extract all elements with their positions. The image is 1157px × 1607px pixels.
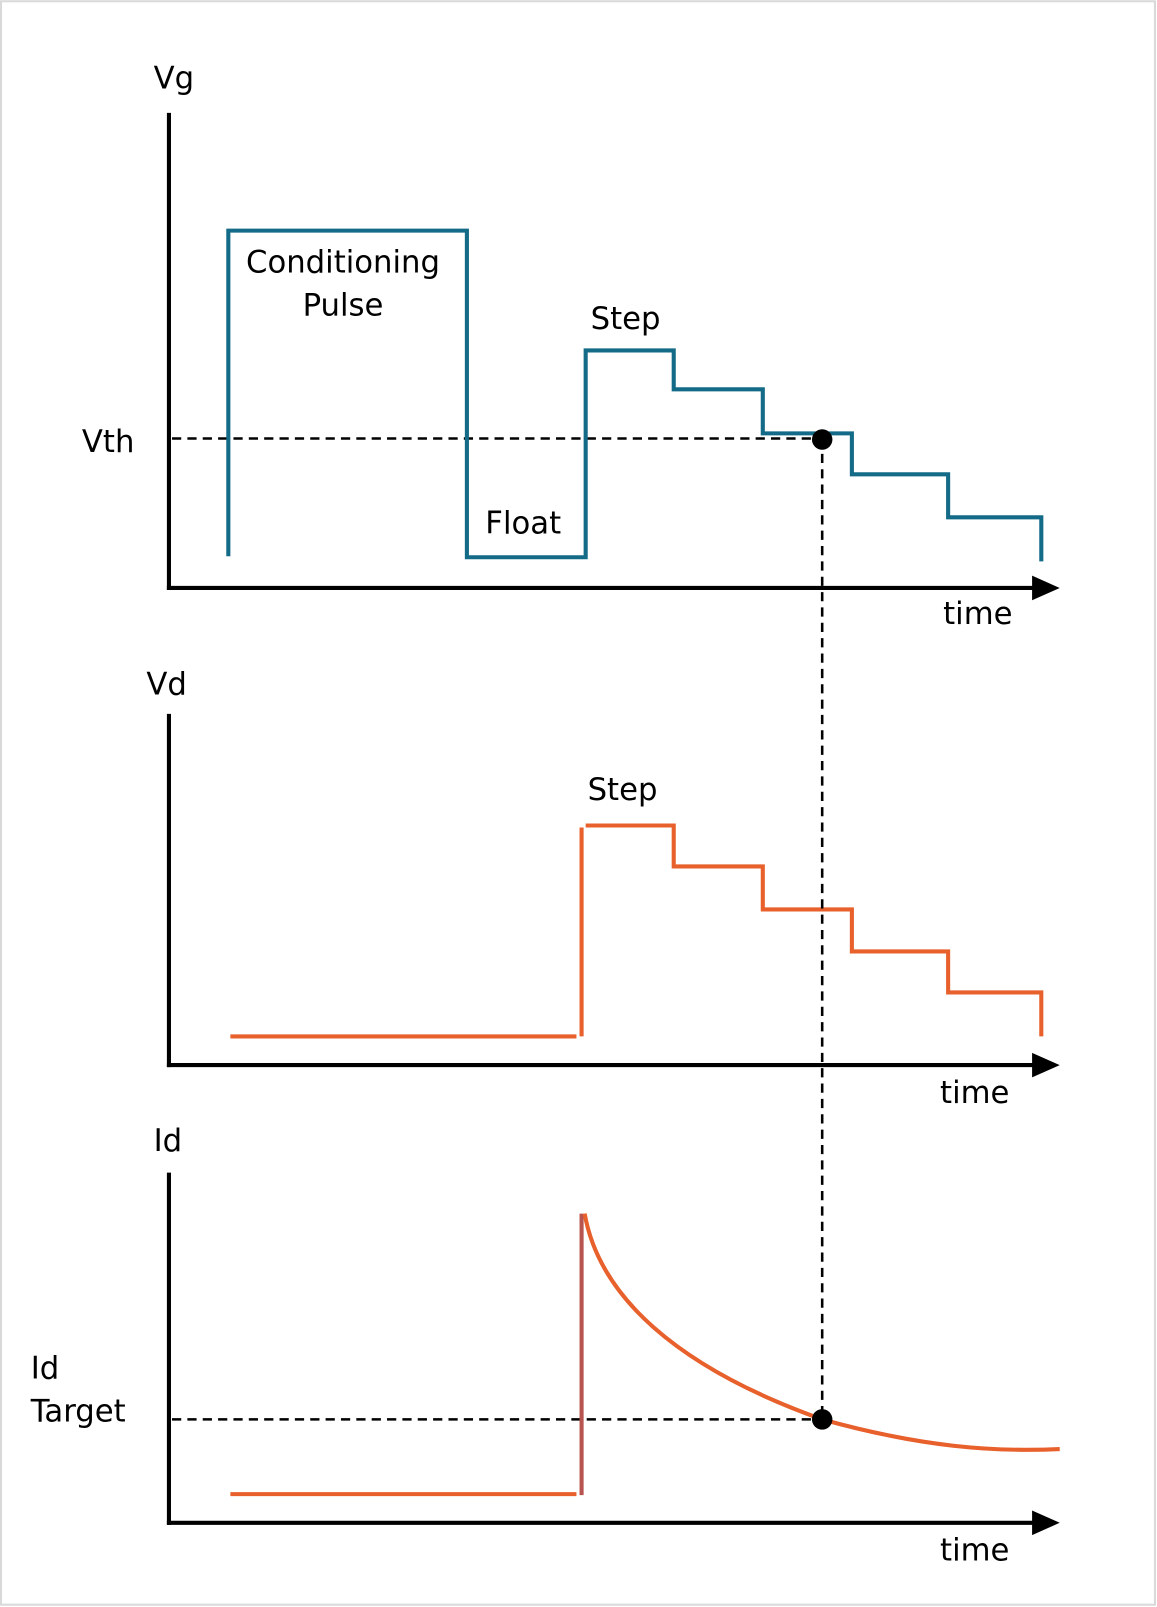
conditioning-pulse-label-1: Conditioning — [246, 245, 440, 281]
vth-intersection-dot — [811, 429, 833, 450]
vg-x-axis-arrow — [1032, 575, 1060, 601]
id-x-axis-arrow — [1032, 1510, 1060, 1536]
id-target-intersection-dot — [811, 1409, 833, 1430]
vd-step-label: Step — [588, 772, 658, 808]
float-label: Float — [485, 506, 561, 542]
vth-label: Vth — [82, 424, 135, 460]
vd-time-label: time — [940, 1075, 1009, 1111]
vg-time-label: time — [943, 596, 1012, 632]
id-time-label: time — [940, 1533, 1009, 1569]
conditioning-pulse-label-2: Pulse — [303, 288, 384, 324]
id-target-label-2: Target — [30, 1393, 126, 1429]
vd-axis-label: Vd — [146, 666, 187, 702]
vd-x-axis-arrow — [1032, 1052, 1060, 1078]
id-target-label-1: Id — [31, 1350, 60, 1386]
id-panel: Id Id Target time — [30, 1123, 1060, 1569]
id-trace-decay — [582, 1213, 1060, 1452]
vg-axis-label: Vg — [154, 60, 195, 96]
vd-panel: Vd Step time — [146, 666, 1060, 1111]
id-axis-label: Id — [154, 1123, 183, 1159]
vg-panel: Vg Vth Conditioning Pulse Step Float tim… — [82, 60, 1060, 632]
vd-trace-steps — [585, 823, 1044, 1037]
vg-trace — [226, 228, 1044, 562]
vg-step-label: Step — [591, 301, 661, 337]
